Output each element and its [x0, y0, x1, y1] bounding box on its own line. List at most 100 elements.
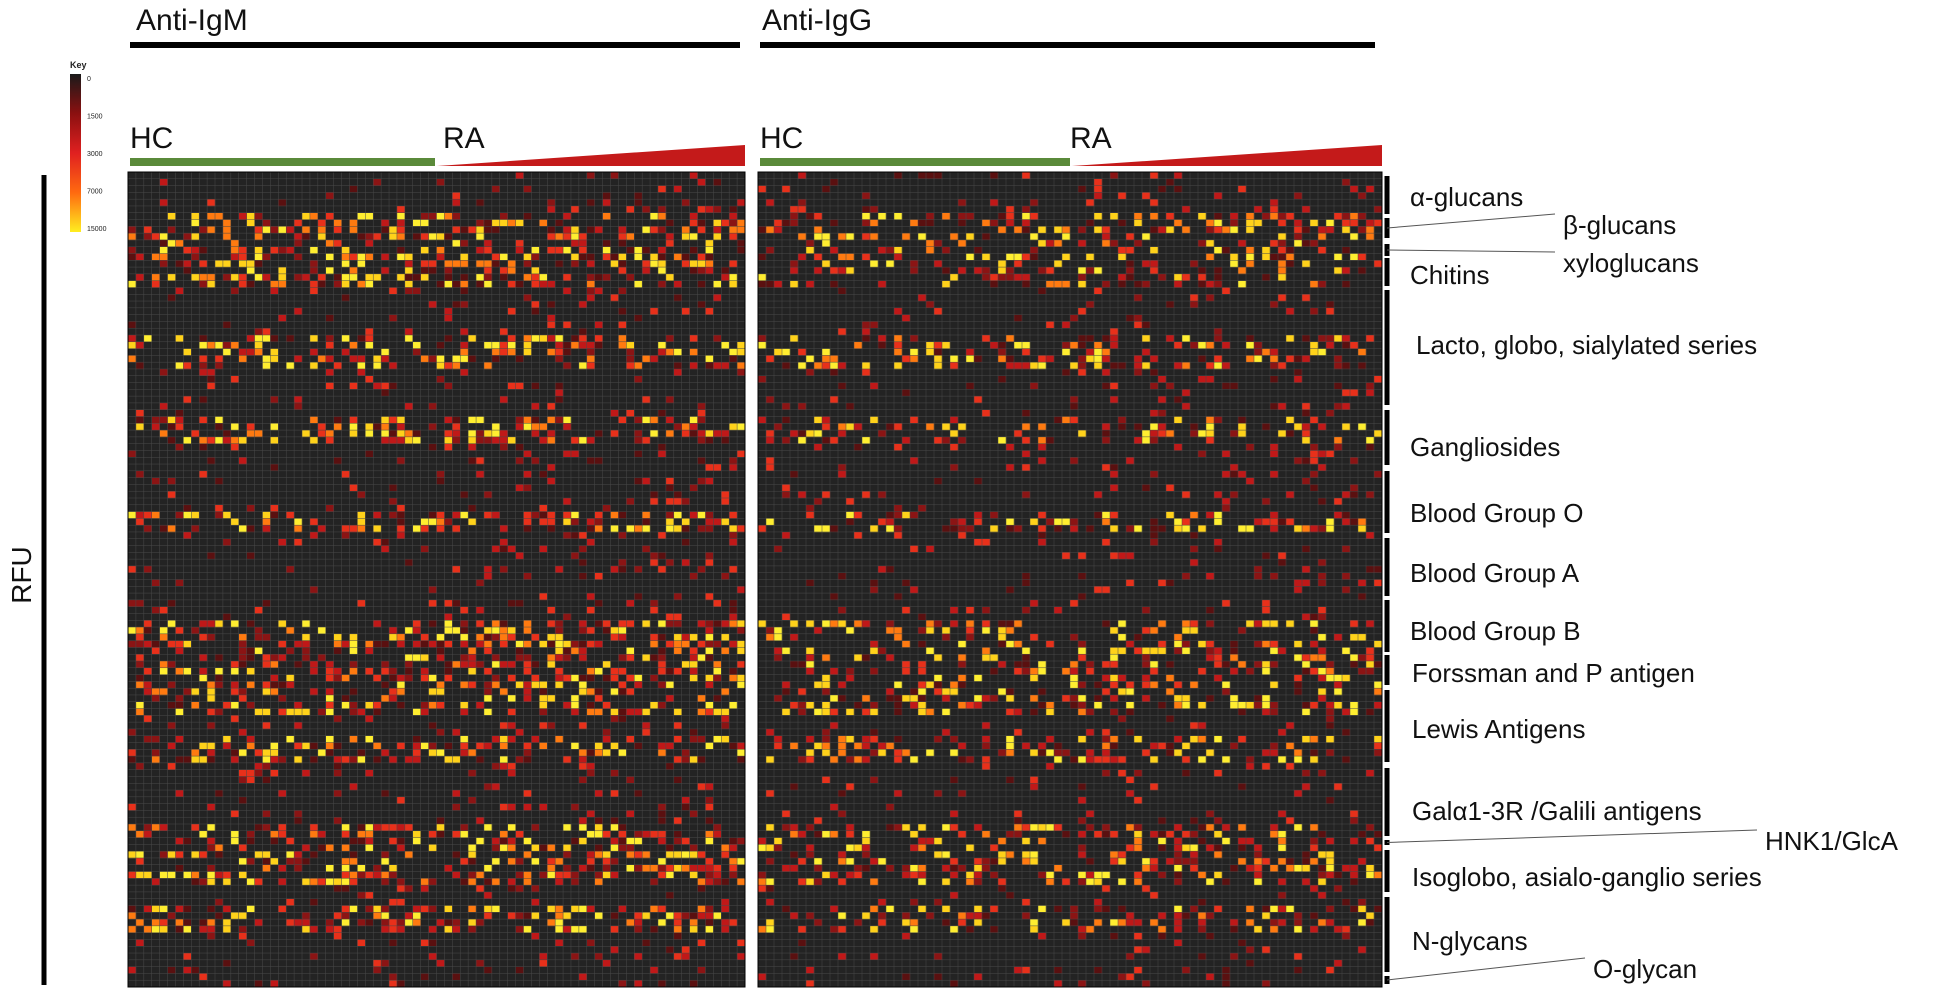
heatmap-cell — [729, 233, 738, 241]
heatmap-cell — [128, 341, 137, 349]
heatmap-cell — [476, 837, 485, 845]
heatmap-cell — [1182, 206, 1191, 213]
heatmap-cell — [838, 253, 847, 261]
heatmap-cell — [309, 688, 318, 696]
heatmap-cell — [507, 885, 516, 893]
heatmap-cell — [1102, 742, 1111, 750]
heatmap-cell — [1302, 239, 1311, 247]
heatmap-cell — [982, 654, 991, 662]
heatmap-cell — [523, 749, 532, 757]
heatmap-cell — [183, 919, 192, 927]
heatmap-cell — [854, 864, 863, 872]
heatmap-cell — [341, 912, 350, 920]
heatmap-cell — [420, 233, 429, 241]
heatmap-cell — [610, 925, 619, 933]
heatmap-cell — [790, 267, 799, 275]
heatmap-cell — [705, 260, 714, 268]
heatmap-cell — [531, 416, 540, 424]
heatmap-cell — [452, 790, 461, 797]
heatmap-cell — [1310, 885, 1319, 893]
heatmap-cell — [128, 905, 137, 913]
heatmap-cell — [1230, 695, 1239, 702]
heatmap-cell — [1190, 844, 1199, 852]
heatmap-cell — [183, 396, 192, 404]
heatmap-cell — [436, 355, 445, 363]
heatmap-cell — [1342, 212, 1351, 220]
heatmap-cell — [1110, 172, 1119, 179]
heatmap-cell — [143, 905, 152, 913]
heatmap-cell — [128, 565, 137, 573]
heatmap-cell — [974, 674, 983, 682]
heatmap-cell — [1174, 681, 1183, 689]
heatmap-cell — [729, 742, 738, 750]
heatmap-cell — [183, 756, 192, 764]
heatmap-cell — [1110, 830, 1119, 838]
heatmap-cell — [207, 457, 216, 465]
heatmap-cell — [578, 688, 587, 696]
heatmap-cell — [1278, 647, 1287, 655]
heatmap-cell — [460, 749, 469, 757]
heatmap-cell — [128, 253, 137, 261]
heatmap-cell — [1238, 416, 1247, 424]
heatmap-cell — [737, 525, 746, 533]
heatmap-cell — [1246, 620, 1255, 628]
heatmap-cell — [1262, 606, 1271, 614]
heatmap-cell — [1014, 966, 1023, 974]
heatmap-cell — [428, 830, 437, 838]
heatmap-cell — [143, 233, 152, 241]
heatmap-cell — [555, 633, 564, 641]
heatmap-cell — [673, 613, 682, 621]
heatmap-cell — [729, 871, 738, 879]
heatmap-cell — [286, 362, 295, 370]
heatmap-cell — [357, 919, 366, 927]
heatmap-cell — [982, 253, 991, 261]
heatmap-cell — [539, 518, 548, 526]
heatmap-cell — [1278, 260, 1287, 268]
heatmap-cell — [822, 749, 831, 757]
heatmap-cell — [436, 817, 445, 825]
heatmap-cell — [1318, 769, 1327, 777]
heatmap-cell — [721, 273, 730, 281]
heatmap-cell — [1142, 335, 1151, 342]
heatmap-cell — [1166, 830, 1175, 838]
heatmap-cell — [1214, 830, 1223, 838]
heatmap-cell — [499, 545, 508, 553]
heatmap-cell — [476, 219, 485, 227]
heatmap-cell — [658, 980, 667, 988]
heatmap-cell — [460, 369, 469, 376]
heatmap-cell — [238, 661, 247, 668]
heatmap-cell — [1150, 369, 1159, 376]
heatmap-cell — [998, 633, 1007, 641]
heatmap-cell — [1262, 498, 1271, 505]
heatmap-cell — [1070, 681, 1079, 689]
heatmap-cell — [452, 830, 461, 838]
heatmap-cell — [1366, 661, 1375, 668]
heatmap-cell — [1014, 667, 1023, 675]
heatmap-cell — [1038, 538, 1047, 546]
heatmap-cell — [1358, 905, 1367, 913]
heatmap-cell — [1046, 239, 1055, 247]
heatmap-cell — [294, 919, 303, 927]
heatmap-cell — [1086, 253, 1095, 261]
heatmap-cell — [950, 355, 959, 363]
heatmap-cell — [982, 830, 991, 838]
heatmap-cell — [578, 362, 587, 370]
heatmap-cell — [1350, 701, 1359, 709]
heatmap-cell — [1126, 552, 1135, 560]
heatmap-cell — [798, 253, 807, 261]
heatmap-cell — [1062, 919, 1071, 927]
heatmap-cell — [766, 436, 775, 444]
heatmap-cell — [230, 810, 239, 818]
heatmap-cell — [515, 457, 524, 465]
heatmap-cell — [507, 661, 516, 668]
heatmap-cell — [578, 749, 587, 757]
heatmap-cell — [484, 246, 493, 254]
heatmap-cell — [507, 695, 516, 702]
heatmap-cell — [207, 436, 216, 444]
heatmap-cell — [642, 260, 651, 268]
heatmap-cell — [373, 382, 382, 390]
heatmap-cell — [499, 538, 508, 546]
heatmap-cell — [737, 647, 746, 655]
heatmap-cell — [151, 647, 160, 655]
heatmap-cell — [436, 681, 445, 689]
